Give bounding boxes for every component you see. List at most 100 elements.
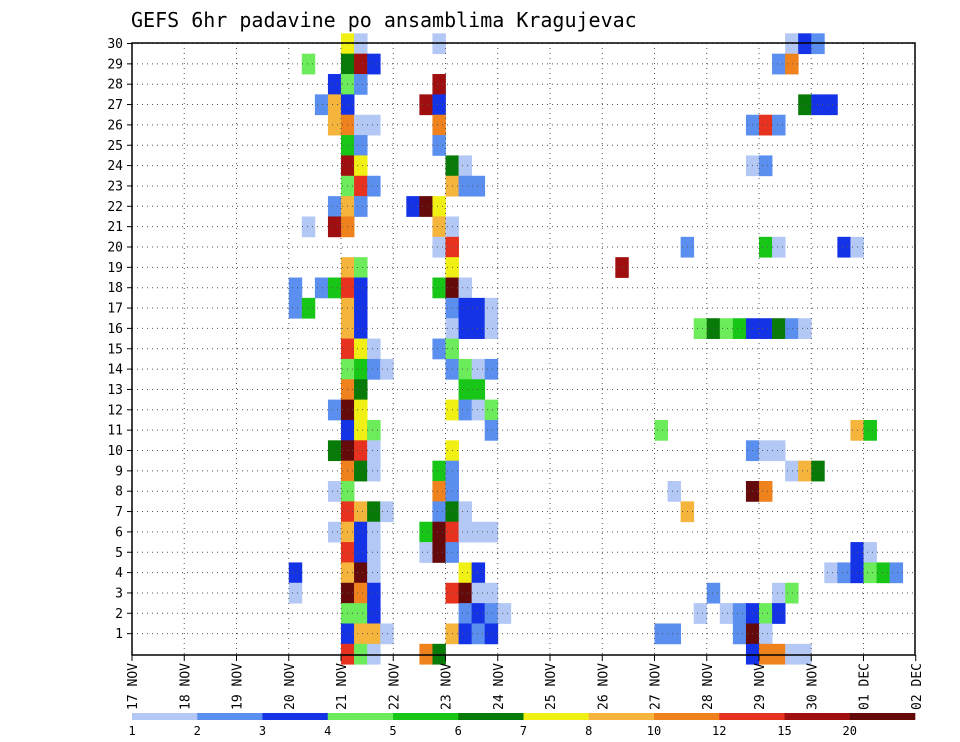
precip-cell [772, 114, 786, 136]
precip-cell [341, 643, 355, 665]
precip-cell [380, 501, 394, 523]
precip-cell [432, 481, 446, 502]
precip-cell [772, 53, 786, 75]
legend-label: 20 [843, 724, 857, 738]
x-tick-label: 21 NOV [335, 663, 350, 710]
precip-cell [327, 94, 342, 116]
legend-label: 1 [128, 724, 135, 738]
x-tick-label: 30 NOV [805, 663, 820, 710]
precip-cell [458, 318, 473, 339]
legend-swatch [719, 713, 785, 720]
precip-cell [667, 481, 682, 502]
precip-cell [484, 623, 499, 645]
precip-cell [432, 501, 446, 523]
precip-cell [354, 155, 368, 177]
precip-cell [458, 582, 473, 604]
precip-cell [367, 53, 381, 75]
y-tick-label: 16 [107, 322, 123, 337]
y-tick-label: 17 [107, 302, 123, 317]
legend-label: 10 [647, 724, 661, 738]
precip-cell [432, 94, 446, 116]
precip-cell [327, 216, 342, 238]
x-axis: 17 NOV 18 NOV 19 NOV 20 NOV 21 NOV 22 NOV 23 N… [126, 655, 925, 710]
precip-cell [354, 74, 368, 95]
precip-cell [719, 318, 734, 339]
precip-cell [484, 521, 499, 543]
y-tick-label: 4 [115, 566, 123, 581]
precip-cell [785, 53, 799, 75]
y-tick-label: 28 [107, 78, 123, 93]
x-tick-label: 02 DEC [910, 663, 925, 710]
precip-cell [367, 114, 381, 136]
y-tick-label: 19 [107, 261, 123, 276]
precip-cell [759, 155, 773, 177]
precip-cell [458, 155, 473, 177]
precip-cell [327, 399, 342, 421]
precip-cell [301, 216, 316, 238]
precip-cell [458, 175, 473, 197]
grid-layer [132, 43, 915, 655]
y-tick-label: 8 [115, 485, 123, 500]
precip-cell [354, 623, 368, 645]
y-tick-label: 22 [107, 200, 123, 215]
precip-cell [745, 643, 760, 665]
x-tick-label: 29 NOV [753, 663, 768, 710]
precip-cell [759, 114, 773, 136]
precip-cell [354, 440, 368, 462]
legend-swatch [588, 713, 655, 720]
precip-cell [759, 603, 773, 624]
y-tick-label: 20 [107, 241, 123, 256]
precip-cell [354, 318, 368, 339]
precip-cell [785, 318, 799, 339]
precip-cell [785, 460, 799, 482]
precip-cell [732, 318, 747, 339]
precip-cell [354, 297, 368, 319]
precip-cell [484, 603, 499, 624]
precip-cell [354, 175, 368, 197]
legend-swatch [458, 713, 524, 720]
precip-cell [759, 623, 773, 645]
y-tick-label: 30 [107, 37, 123, 52]
precip-cell [458, 603, 473, 624]
precip-cell [314, 277, 329, 299]
precip-cell [432, 216, 446, 238]
y-tick-label: 2 [115, 607, 123, 622]
precip-cell [327, 277, 342, 299]
precip-cell [693, 603, 708, 624]
y-tick-label: 21 [107, 220, 123, 235]
precip-cell [419, 643, 433, 665]
precip-cell [824, 94, 838, 116]
x-tick-label: 26 NOV [596, 663, 611, 710]
precip-cell [354, 562, 368, 584]
legend-label: 5 [389, 724, 396, 738]
precip-cell [432, 460, 446, 482]
precip-cell [706, 318, 721, 339]
legend-swatch [849, 713, 916, 720]
precip-cell [354, 358, 368, 380]
precip-cell [327, 440, 342, 462]
precip-cell [354, 399, 368, 421]
precip-cell [798, 94, 812, 116]
precip-cell [354, 542, 368, 563]
legend-swatch [262, 713, 329, 720]
precip-cell [719, 603, 734, 624]
precip-cell [432, 74, 446, 95]
y-tick-label: 7 [115, 505, 123, 520]
precip-cell [354, 114, 368, 136]
precip-cell [367, 440, 381, 462]
precip-cell [458, 399, 473, 421]
precip-cell [471, 379, 486, 401]
y-tick-label: 25 [107, 139, 123, 154]
precip-cell [432, 196, 446, 217]
precip-cell [837, 562, 851, 584]
precip-cell [354, 419, 368, 441]
precip-cell [367, 562, 381, 584]
precip-cell [354, 501, 368, 523]
y-tick-label: 18 [107, 281, 123, 296]
precip-cell [419, 542, 433, 563]
precip-cell [301, 53, 316, 75]
precip-cell [367, 603, 381, 624]
precip-cell [354, 521, 368, 543]
precip-cell [798, 460, 812, 482]
x-tick-label: 20 NOV [283, 663, 298, 710]
